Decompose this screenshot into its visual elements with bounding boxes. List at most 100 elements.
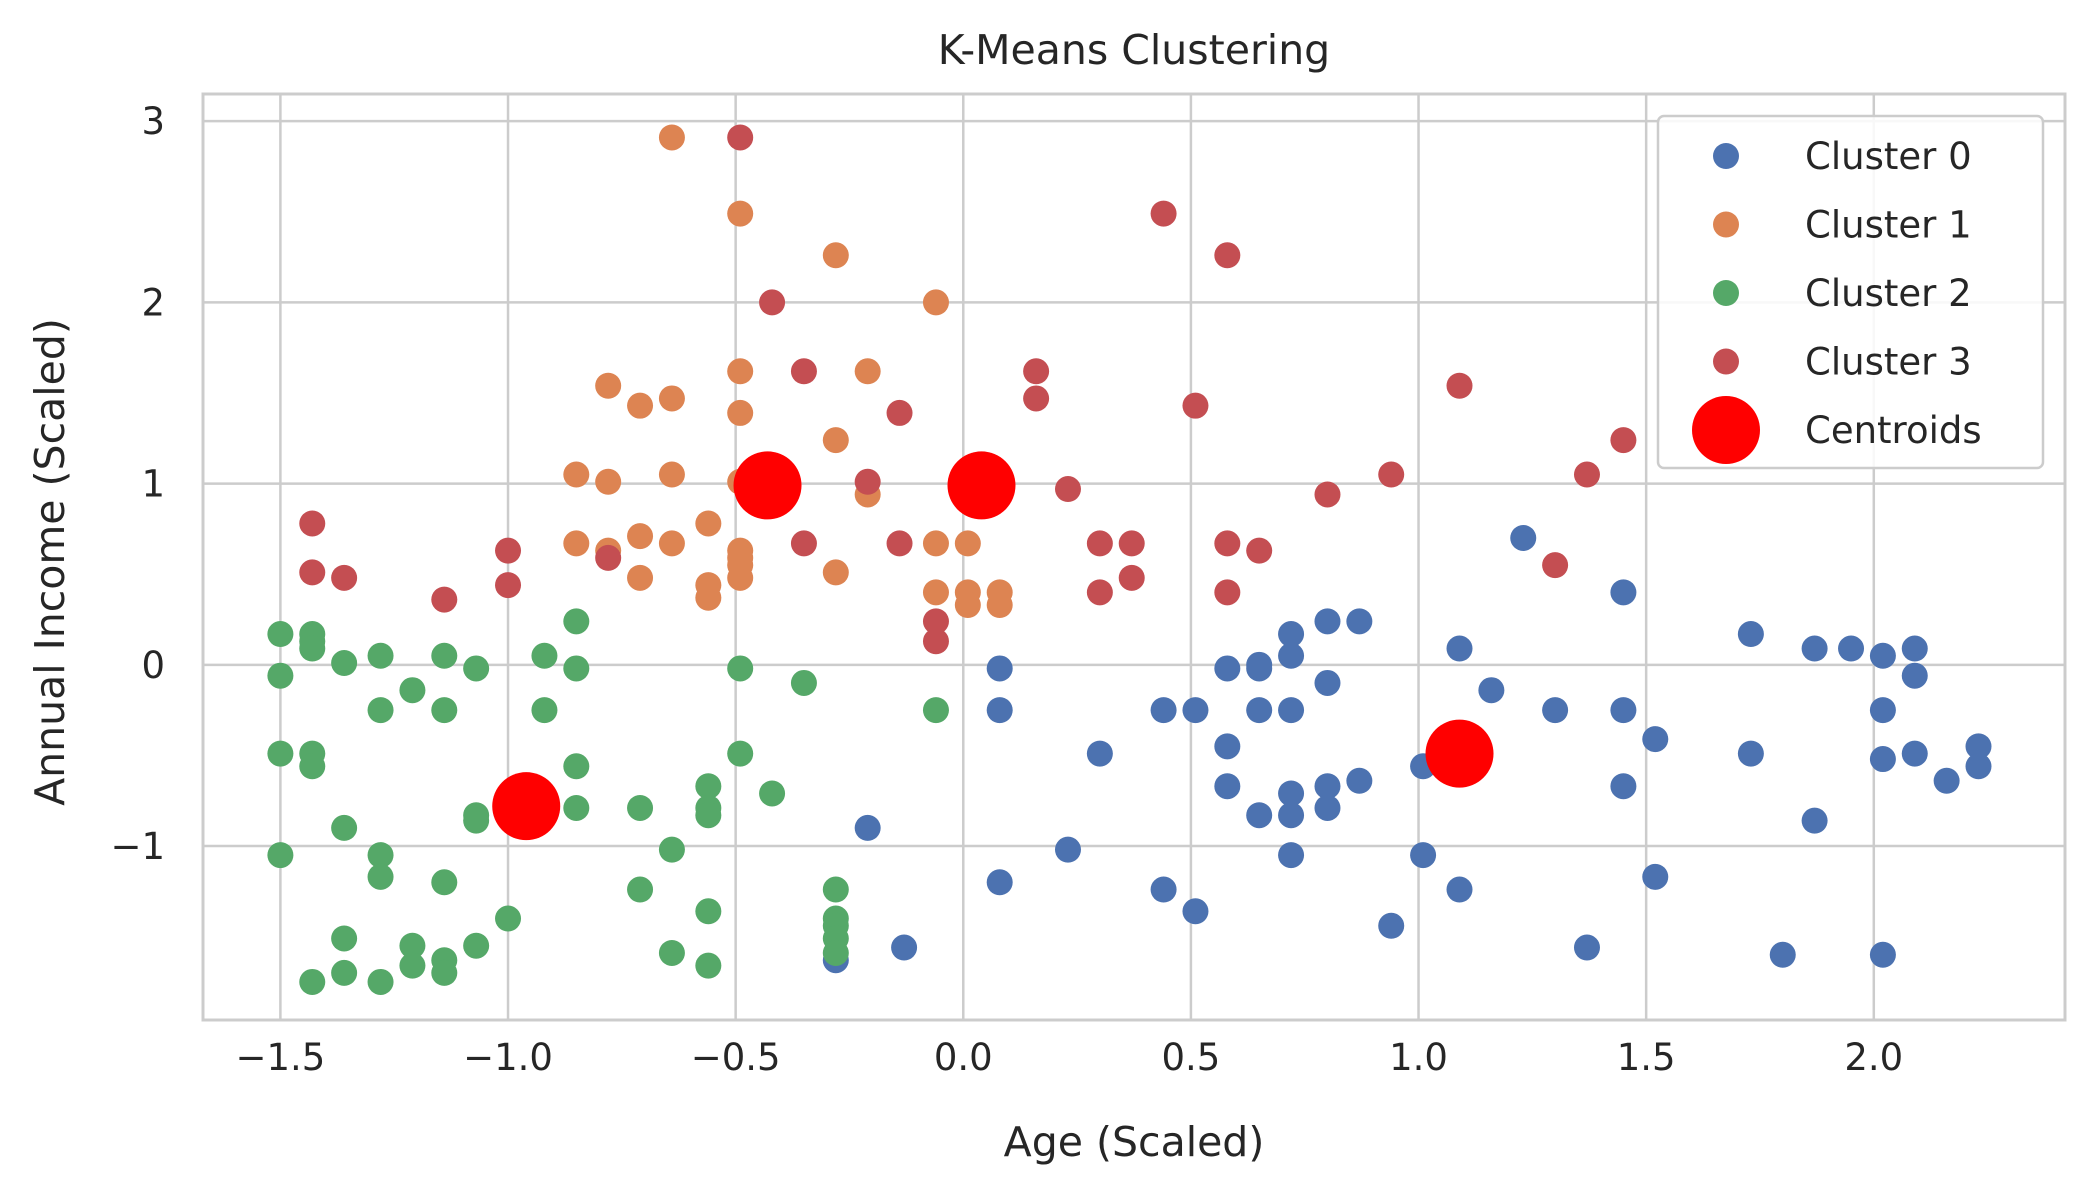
- legend: Cluster 0 Cluster 1 Cluster 2 Cluster 3 Cent…: [1656, 114, 2045, 470]
- data-point: [399, 952, 426, 979]
- legend-marker: [1713, 280, 1739, 306]
- series-cluster-0: [822, 524, 1992, 974]
- data-point: [1901, 635, 1928, 662]
- data-point: [727, 399, 754, 426]
- data-point: [727, 655, 754, 682]
- legend-marker: [1713, 348, 1739, 375]
- centroid-point: [947, 451, 1016, 520]
- centroid-point: [1425, 719, 1494, 788]
- data-point: [658, 530, 685, 557]
- data-point: [331, 959, 358, 986]
- data-point: [431, 869, 458, 896]
- data-point: [886, 530, 913, 557]
- data-point: [267, 842, 294, 869]
- chart-title: K-Means Clustering: [938, 26, 1330, 74]
- data-point: [367, 697, 394, 724]
- data-point: [1278, 697, 1305, 724]
- x-axis-label: Age (Scaled): [1004, 1118, 1265, 1166]
- data-point: [1346, 608, 1373, 635]
- data-point: [1246, 651, 1273, 678]
- legend-label: Cluster 2: [1805, 272, 1972, 315]
- data-point: [1869, 941, 1896, 968]
- data-point: [1023, 385, 1050, 412]
- data-point: [299, 753, 326, 780]
- data-point: [727, 740, 754, 767]
- data-point: [986, 592, 1013, 619]
- data-point: [627, 876, 654, 903]
- data-point: [495, 905, 522, 932]
- legend-label: Cluster 0: [1805, 135, 1972, 178]
- data-point: [854, 468, 881, 495]
- data-point: [1737, 621, 1764, 648]
- data-point: [695, 584, 722, 611]
- data-point: [1446, 372, 1473, 399]
- data-point: [1314, 773, 1341, 800]
- data-point: [1278, 802, 1305, 829]
- data-point: [1278, 642, 1305, 669]
- data-point: [1446, 876, 1473, 903]
- data-point: [1610, 773, 1637, 800]
- data-point: [1214, 242, 1241, 269]
- series-cluster-2: [267, 608, 949, 995]
- data-point: [595, 468, 622, 495]
- data-point: [563, 753, 590, 780]
- data-point: [1314, 794, 1341, 821]
- data-point: [1150, 697, 1177, 724]
- data-point: [727, 358, 754, 385]
- data-point: [1869, 642, 1896, 669]
- data-point: [954, 530, 981, 557]
- data-point: [790, 358, 817, 385]
- data-point: [1869, 697, 1896, 724]
- data-point: [727, 124, 754, 151]
- data-point: [299, 635, 326, 662]
- x-tick-label: 0.0: [934, 1036, 993, 1079]
- x-tick-label: −0.5: [691, 1036, 781, 1079]
- data-point: [595, 544, 622, 571]
- data-point: [1642, 726, 1669, 753]
- data-point: [299, 510, 326, 537]
- x-tick-label: 0.5: [1161, 1036, 1220, 1079]
- data-point: [1246, 802, 1273, 829]
- data-point: [1346, 767, 1373, 794]
- data-point: [1246, 537, 1273, 564]
- data-point: [627, 794, 654, 821]
- data-point: [1642, 863, 1669, 890]
- data-point: [1869, 746, 1896, 773]
- data-point: [1573, 934, 1600, 961]
- data-point: [922, 530, 949, 557]
- data-point: [431, 586, 458, 613]
- data-point: [1610, 579, 1637, 606]
- legend-marker: [1713, 143, 1739, 169]
- data-point: [399, 932, 426, 959]
- data-point: [1214, 655, 1241, 682]
- data-point: [822, 876, 849, 903]
- data-point: [727, 200, 754, 227]
- x-tick-label: −1.0: [463, 1036, 553, 1079]
- data-point: [563, 461, 590, 488]
- data-point: [658, 939, 685, 966]
- data-point: [431, 642, 458, 669]
- data-point: [299, 968, 326, 995]
- data-point: [1378, 912, 1405, 939]
- data-point: [1214, 733, 1241, 760]
- legend-marker: [1692, 396, 1760, 464]
- data-point: [1118, 564, 1145, 591]
- legend-label: Cluster 3: [1805, 341, 1972, 384]
- data-point: [1214, 773, 1241, 800]
- data-point: [1086, 579, 1113, 606]
- data-point: [1314, 608, 1341, 635]
- data-point: [1314, 669, 1341, 696]
- data-point: [1901, 740, 1928, 767]
- data-point: [563, 608, 590, 635]
- data-point: [886, 399, 913, 426]
- series-centroids: [492, 451, 1494, 841]
- data-point: [431, 697, 458, 724]
- data-point: [822, 242, 849, 269]
- y-tick-label: 0: [141, 644, 165, 687]
- data-point: [331, 925, 358, 952]
- data-point: [1965, 733, 1992, 760]
- data-point: [1054, 476, 1081, 503]
- data-point: [367, 863, 394, 890]
